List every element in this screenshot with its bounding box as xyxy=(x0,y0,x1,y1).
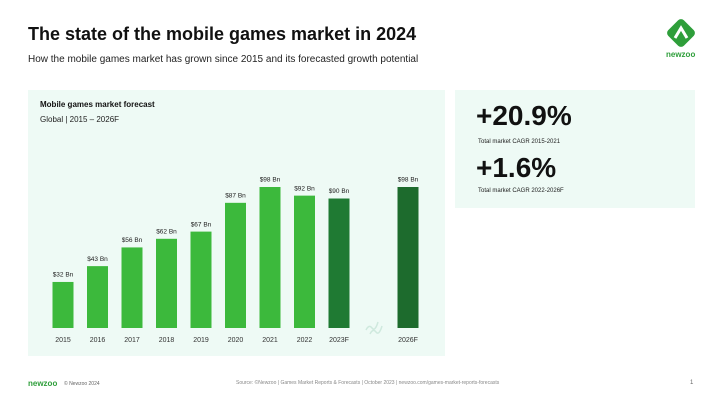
value-label: $98 Bn xyxy=(398,177,419,184)
x-tick-label: 2018 xyxy=(159,337,175,344)
value-label: $90 Bn xyxy=(329,188,350,195)
bar xyxy=(397,187,419,328)
value-label: $62 Bn xyxy=(156,229,177,236)
bar xyxy=(225,202,246,328)
axis-break xyxy=(365,321,383,335)
value-label: $43 Bn xyxy=(87,256,108,263)
bar xyxy=(121,247,143,328)
logo-icon xyxy=(667,19,695,47)
chart-subtitle: Global | 2015 – 2026F xyxy=(40,115,119,124)
bar xyxy=(294,195,315,328)
bar xyxy=(156,238,177,328)
kpi-label: Total market CAGR 2015-2021 xyxy=(478,139,561,145)
chart-title: Mobile games market forecast xyxy=(40,100,155,109)
x-tick-label: 2023F xyxy=(329,337,349,344)
bar xyxy=(328,198,350,328)
kpi-value: +1.6% xyxy=(476,152,557,183)
x-tick-label: 2017 xyxy=(124,337,140,344)
value-label: $87 Bn xyxy=(225,193,246,200)
value-label: $32 Bn xyxy=(53,272,74,279)
bar xyxy=(87,266,108,328)
title: The state of the mobile games market in … xyxy=(28,24,417,44)
footer-source: Source: ©Newzoo | Games Market Reports &… xyxy=(236,380,500,386)
value-label: $92 Bn xyxy=(294,185,315,192)
bar xyxy=(52,281,74,328)
value-label: $56 Bn xyxy=(122,237,143,244)
x-tick-label: 2019 xyxy=(193,337,209,344)
x-tick-label: 2020 xyxy=(228,337,244,344)
footer-brand: newzoo xyxy=(28,379,58,388)
bar xyxy=(259,187,281,328)
value-label: $67 Bn xyxy=(191,221,212,228)
logo-text: newzoo xyxy=(666,50,696,59)
kpi-panel xyxy=(455,90,695,208)
value-label: $98 Bn xyxy=(260,177,281,184)
footer-copyright: © Newzoo 2024 xyxy=(64,381,100,387)
x-tick-label: 2021 xyxy=(262,337,278,344)
x-tick-label: 2022 xyxy=(297,337,313,344)
kpi-label: Total market CAGR 2022-2026F xyxy=(478,188,564,194)
x-tick-label: 2026F xyxy=(398,337,418,344)
subtitle: How the mobile games market has grown si… xyxy=(28,54,419,65)
page-number: 1 xyxy=(690,380,694,386)
x-tick-label: 2016 xyxy=(90,337,106,344)
x-tick-label: 2015 xyxy=(55,337,71,344)
kpi-value: +20.9% xyxy=(476,100,572,131)
bar xyxy=(190,231,212,328)
